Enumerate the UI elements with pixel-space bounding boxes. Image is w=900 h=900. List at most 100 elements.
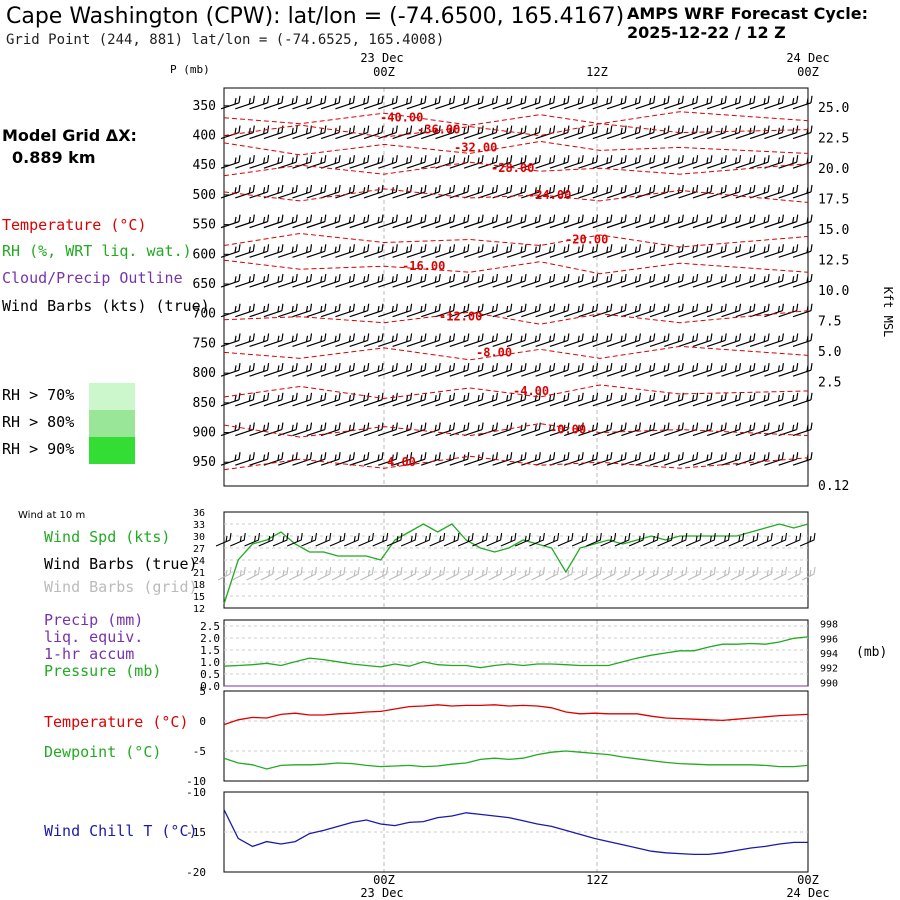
wind-barb	[549, 422, 570, 437]
wind-barb	[478, 184, 498, 199]
pressure-tick-label: 550	[193, 218, 216, 233]
wind-barb-true	[628, 532, 645, 547]
wind-barb	[678, 155, 699, 169]
wind-barb	[478, 363, 498, 377]
wind-barb	[378, 273, 398, 288]
wind-barb	[249, 184, 270, 199]
legend-precip-equiv: liq. equiv.	[44, 628, 144, 646]
wind-barb	[392, 303, 413, 318]
wind-barb	[335, 214, 355, 229]
wind-barb	[435, 392, 456, 407]
wind-barb	[263, 244, 284, 258]
wind-barb-grid	[602, 566, 617, 581]
wind-barb	[535, 95, 556, 110]
wind-barb	[535, 155, 556, 169]
wind-barb	[635, 363, 656, 377]
wind-barb	[506, 214, 527, 229]
wind-barb	[335, 363, 355, 377]
temperature-contour	[223, 140, 809, 156]
wind-barb	[721, 363, 742, 377]
temperature-contour-label: -20.00	[565, 232, 608, 246]
wind-barb	[521, 363, 541, 377]
wind-barb	[278, 184, 298, 199]
wind-barb	[235, 333, 255, 348]
wind-barb	[320, 214, 341, 229]
wind-barb-true	[215, 532, 232, 547]
wind-barb-true	[358, 532, 374, 547]
wind-barb	[378, 333, 398, 348]
wind-barb	[320, 363, 341, 377]
wind-barb	[335, 392, 355, 407]
wind-barb	[335, 422, 355, 437]
temperature-contour-label: -4.00	[513, 384, 549, 398]
wind-barb	[735, 184, 756, 199]
wind-barb	[778, 392, 799, 407]
wind-barb	[449, 95, 470, 110]
wind-barb	[578, 155, 599, 169]
wind-barb	[721, 392, 742, 407]
wind-barb	[506, 363, 527, 377]
wind-barb-true	[742, 532, 759, 547]
wind-barb	[435, 214, 456, 229]
wind-barb	[535, 214, 556, 229]
wind-barb	[249, 392, 270, 407]
height-tick-label: 7.5	[818, 315, 841, 330]
wind-barb	[649, 273, 670, 288]
wind-barb-true	[372, 532, 389, 547]
wind-barb	[549, 392, 570, 407]
wind-barb	[463, 184, 484, 199]
wind-barb-true	[258, 532, 275, 547]
wind-barb-grid	[445, 566, 460, 581]
wind-barb	[578, 392, 599, 407]
wind-barb	[578, 184, 599, 199]
wind-barb	[721, 273, 742, 288]
wind-barb	[235, 184, 255, 199]
pressure-tick-label: 500	[193, 188, 216, 203]
wind-barb	[664, 214, 684, 229]
wind-barb	[792, 155, 813, 169]
wind-barb	[435, 155, 456, 169]
wind-barb	[392, 392, 413, 407]
pressure-line	[223, 636, 809, 669]
wind-barb	[578, 214, 599, 229]
wind-barb	[278, 214, 298, 229]
wind-barb	[278, 303, 298, 318]
wind-barb	[549, 214, 570, 229]
wind-barb-grid	[360, 566, 374, 581]
wind-barb	[463, 333, 484, 348]
wind-barb	[435, 273, 456, 288]
wind-barb	[320, 155, 341, 169]
wind-barb	[363, 125, 384, 140]
wind-barb	[378, 422, 398, 437]
wind-barb	[506, 95, 527, 110]
wind-barb	[449, 244, 470, 258]
wind-chill-tick-label: -10	[186, 786, 206, 799]
wind-barb	[292, 392, 313, 407]
wind-barb	[692, 303, 713, 318]
wind-barb	[707, 244, 727, 258]
wind-barb	[463, 125, 484, 140]
wind-barb	[764, 214, 784, 229]
wind-barb	[649, 452, 670, 466]
wind-barb	[220, 333, 241, 348]
wind-barb	[363, 155, 384, 169]
height-tick-label: 17.5	[818, 193, 849, 208]
wind-barb	[478, 392, 498, 407]
wind-barb-true	[457, 532, 474, 547]
wind-barb	[435, 333, 456, 348]
wind-barb-grid	[260, 566, 275, 581]
wind-barb	[664, 392, 684, 407]
wind-barb	[564, 125, 584, 140]
wind-barb	[292, 273, 313, 288]
wind-barb	[707, 333, 727, 348]
wind-barb	[406, 214, 427, 229]
pressure-tick-label: 996	[820, 634, 838, 645]
wind-speed-tick-label: 27	[193, 544, 205, 555]
wind-barb	[707, 422, 727, 437]
wind-barb	[678, 422, 699, 437]
temperature-contour-label: -32.00	[454, 140, 497, 154]
wind-barb	[349, 95, 370, 110]
wind-barb	[606, 452, 627, 466]
wind-barb-true	[230, 532, 246, 547]
